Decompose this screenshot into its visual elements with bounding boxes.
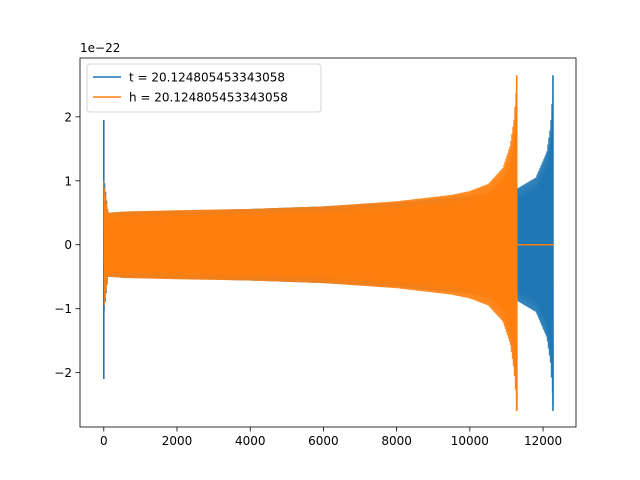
y-axis-offset-label: 1e−22 (80, 41, 120, 55)
y-tick-label: 2 (64, 110, 72, 124)
x-tick-label: 4000 (235, 434, 266, 448)
y-tick-label: 0 (64, 238, 72, 252)
x-tick-label: 10000 (451, 434, 489, 448)
x-tick-label: 12000 (524, 434, 562, 448)
x-tick-label: 8000 (381, 434, 412, 448)
series-line (103, 84, 518, 410)
legend: t = 20.124805453343058 h = 20.12480545334… (86, 63, 322, 113)
legend-box (86, 63, 322, 113)
y-tick-label: 1 (64, 174, 72, 188)
x-tick-label: 0 (100, 434, 108, 448)
x-tick-label: 2000 (162, 434, 193, 448)
axes-frame (79, 57, 577, 428)
legend-entry-label: t = 20.124805453343058 (129, 71, 285, 85)
axes-layer: 0 2000 4000 6000 8000 10000 12000 −2 −1 0 1 2 (54, 57, 577, 448)
y-tick-label: −1 (54, 302, 72, 316)
y-tick-label: −2 (54, 366, 72, 380)
legend-entry-label: h = 20.124805453343058 (129, 91, 288, 105)
series-layer (102, 75, 554, 412)
x-tick-label: 6000 (308, 434, 339, 448)
